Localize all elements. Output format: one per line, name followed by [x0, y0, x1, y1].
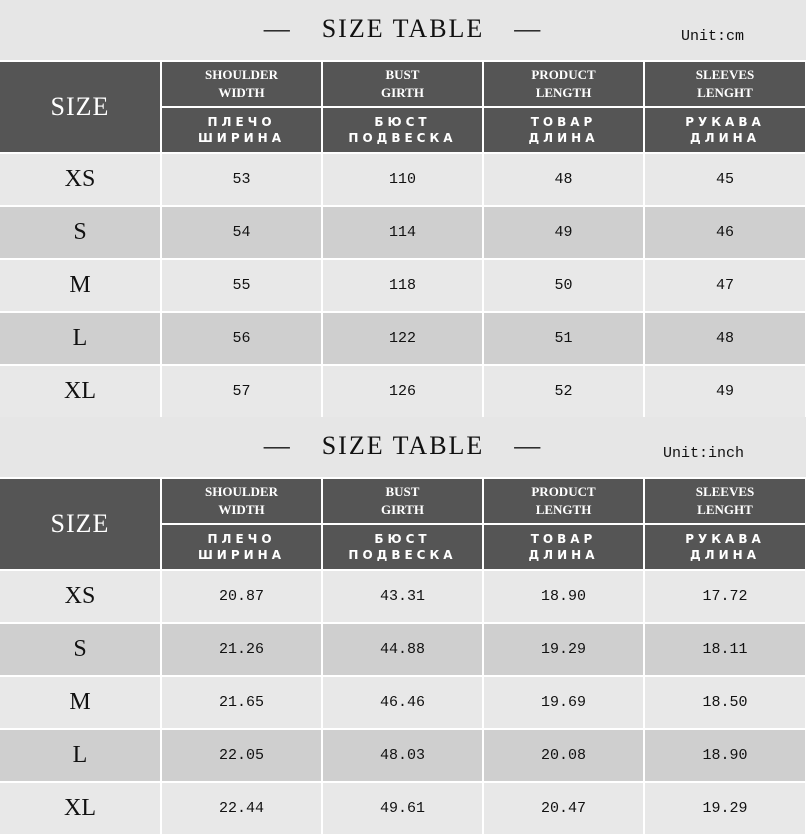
title-bar: — SIZE TABLE — Unit:cm: [0, 0, 806, 60]
column-header-ru: РУКАВА ДЛИНА: [645, 525, 805, 569]
title-dash: —: [514, 431, 543, 460]
column-header-en: SLEEVES LENGHT: [645, 62, 805, 106]
size-label: M: [0, 677, 160, 728]
size-table-section: — SIZE TABLE — Unit:inch SIZE SHOULDER WIDTH B…: [0, 417, 806, 835]
column-header-en: SLEEVES LENGHT: [645, 479, 805, 523]
measurement-cell: 47: [645, 260, 805, 311]
measurement-cell: 126: [323, 366, 482, 417]
measurement-cell: 49.61: [323, 783, 482, 834]
column-header-en: SHOULDER WIDTH: [162, 479, 321, 523]
size-table-section: — SIZE TABLE — Unit:cm SIZE SHOULDER WIDTH BUS…: [0, 0, 806, 417]
measurement-cell: 46: [645, 207, 805, 258]
size-column-header: SIZE: [0, 62, 160, 152]
measurement-cell: 22.44: [162, 783, 321, 834]
size-label: L: [0, 313, 160, 364]
measurement-cell: 56: [162, 313, 321, 364]
measurement-cell: 53: [162, 154, 321, 205]
size-label: M: [0, 260, 160, 311]
measurement-cell: 45: [645, 154, 805, 205]
title-dash: —: [263, 14, 292, 43]
column-header-en: SHOULDER WIDTH: [162, 62, 321, 106]
measurement-cell: 18.90: [645, 730, 805, 781]
title-dash: —: [514, 14, 543, 43]
measurement-cell: 48.03: [323, 730, 482, 781]
size-column-header: SIZE: [0, 479, 160, 569]
column-header-ru: ТОВАР ДЛИНА: [484, 525, 643, 569]
title-bar: — SIZE TABLE — Unit:inch: [0, 417, 806, 477]
column-header-ru: БЮСТ ПОДВЕСКА: [323, 525, 482, 569]
size-table: SIZE SHOULDER WIDTH BUST GIRTH PRODUCT LENG…: [0, 62, 806, 417]
column-header-ru: ПЛЕЧО ШИРИНА: [162, 108, 321, 152]
table-title: — SIZE TABLE —: [0, 431, 806, 461]
measurement-cell: 22.05: [162, 730, 321, 781]
unit-label: Unit:cm: [680, 28, 744, 45]
measurement-cell: 46.46: [323, 677, 482, 728]
measurement-cell: 52: [484, 366, 643, 417]
column-header-ru: ТОВАР ДЛИНА: [484, 108, 643, 152]
table-title: — SIZE TABLE —: [0, 14, 806, 44]
measurement-cell: 18.50: [645, 677, 805, 728]
measurement-cell: 110: [323, 154, 482, 205]
measurement-cell: 55: [162, 260, 321, 311]
measurement-cell: 21.65: [162, 677, 321, 728]
measurement-cell: 20.87: [162, 571, 321, 622]
column-header-en: PRODUCT LENGTH: [484, 62, 643, 106]
column-header-ru: БЮСТ ПОДВЕСКА: [323, 108, 482, 152]
measurement-cell: 20.08: [484, 730, 643, 781]
measurement-cell: 50: [484, 260, 643, 311]
column-header-en: BUST GIRTH: [323, 62, 482, 106]
size-table: SIZE SHOULDER WIDTH BUST GIRTH PRODUCT LENG…: [0, 479, 806, 834]
title-text: SIZE TABLE: [321, 14, 485, 43]
measurement-cell: 19.69: [484, 677, 643, 728]
measurement-cell: 43.31: [323, 571, 482, 622]
measurement-cell: 118: [323, 260, 482, 311]
measurement-cell: 48: [484, 154, 643, 205]
measurement-cell: 122: [323, 313, 482, 364]
measurement-cell: 19.29: [645, 783, 805, 834]
measurement-cell: 48: [645, 313, 805, 364]
column-header-ru: РУКАВА ДЛИНА: [645, 108, 805, 152]
size-label: XL: [0, 366, 160, 417]
measurement-cell: 57: [162, 366, 321, 417]
measurement-cell: 49: [484, 207, 643, 258]
measurement-cell: 20.47: [484, 783, 643, 834]
column-header-en: BUST GIRTH: [323, 479, 482, 523]
measurement-cell: 18.90: [484, 571, 643, 622]
measurement-cell: 49: [645, 366, 805, 417]
size-label: S: [0, 207, 160, 258]
size-label: S: [0, 624, 160, 675]
column-header-en: PRODUCT LENGTH: [484, 479, 643, 523]
measurement-cell: 54: [162, 207, 321, 258]
column-header-ru: ПЛЕЧО ШИРИНА: [162, 525, 321, 569]
size-label: XS: [0, 571, 160, 622]
title-dash: —: [263, 431, 292, 460]
title-text: SIZE TABLE: [321, 431, 485, 460]
size-label: XL: [0, 783, 160, 834]
measurement-cell: 18.11: [645, 624, 805, 675]
measurement-cell: 21.26: [162, 624, 321, 675]
measurement-cell: 51: [484, 313, 643, 364]
size-label: L: [0, 730, 160, 781]
measurement-cell: 19.29: [484, 624, 643, 675]
measurement-cell: 17.72: [645, 571, 805, 622]
size-label: XS: [0, 154, 160, 205]
unit-label: Unit:inch: [662, 445, 744, 462]
measurement-cell: 44.88: [323, 624, 482, 675]
measurement-cell: 114: [323, 207, 482, 258]
